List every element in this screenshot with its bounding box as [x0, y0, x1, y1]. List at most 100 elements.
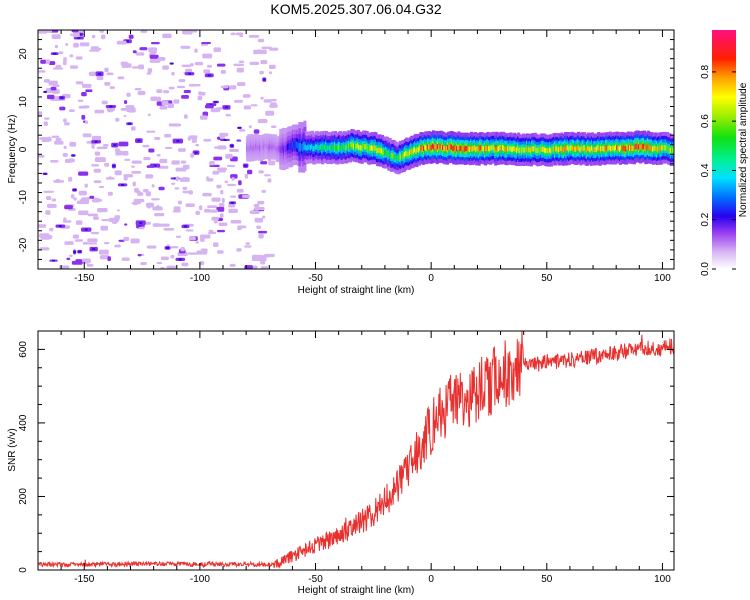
noise-cell — [263, 99, 272, 103]
noise-cell — [270, 102, 277, 107]
noise-cell — [65, 42, 69, 46]
noise-cell — [171, 160, 180, 165]
noise-cell — [77, 99, 84, 102]
noise-cell — [150, 96, 158, 102]
noise-cell — [89, 195, 95, 199]
noise-cell — [145, 191, 152, 197]
noise-cell — [236, 188, 244, 193]
noise-cell — [94, 157, 106, 162]
noise-cell — [253, 204, 260, 207]
noise-cell — [116, 209, 120, 212]
noise-cell-core — [77, 36, 81, 39]
noise-cell-core — [194, 151, 198, 154]
noise-cell — [63, 118, 67, 123]
noise-cell — [55, 64, 62, 69]
noise-cell-core — [153, 164, 157, 167]
noise-cell — [115, 117, 120, 122]
noise-cell — [150, 42, 160, 45]
noise-cell — [69, 141, 77, 147]
noise-cell — [230, 195, 237, 198]
noise-cell — [251, 256, 262, 262]
noise-cell — [268, 64, 276, 70]
noise-cell — [87, 213, 99, 217]
noise-cell-core — [214, 101, 218, 104]
spectrogram-xtick-label: 50 — [541, 273, 553, 284]
noise-cell — [258, 230, 268, 234]
noise-cell — [143, 157, 151, 161]
snr-xtick-label: 100 — [654, 574, 671, 585]
noise-cell-core — [230, 144, 234, 147]
noise-cell — [265, 110, 275, 116]
noise-cell — [139, 47, 148, 51]
noise-cell — [104, 162, 110, 167]
noise-cell-core — [53, 52, 57, 55]
noise-cell — [78, 190, 87, 196]
noise-cell — [145, 202, 154, 208]
noise-cell — [101, 218, 111, 222]
noise-cell — [70, 194, 75, 199]
noise-cell — [78, 210, 89, 216]
noise-cell — [130, 126, 136, 131]
noise-cell — [97, 207, 108, 213]
noise-cell — [239, 34, 244, 38]
noise-cell — [63, 217, 67, 223]
noise-cell — [185, 229, 194, 232]
noise-cell — [59, 106, 66, 111]
noise-cell-core — [121, 183, 125, 186]
spectrogram-ytick-label: 10 — [18, 96, 29, 108]
noise-cell-core — [43, 90, 47, 93]
noise-cell — [92, 197, 100, 203]
noise-cell — [188, 135, 198, 140]
noise-cell — [137, 192, 144, 196]
noise-cell — [158, 186, 165, 191]
noise-cell — [151, 184, 155, 188]
noise-cell-core — [71, 154, 75, 157]
noise-cell — [38, 224, 47, 228]
noise-cell — [203, 138, 212, 142]
noise-cell — [257, 200, 265, 205]
noise-cell — [121, 63, 132, 68]
noise-cell — [243, 105, 252, 110]
noise-cell-core — [78, 250, 82, 253]
noise-cell — [191, 138, 197, 143]
noise-cell — [187, 252, 199, 255]
noise-cell-core — [166, 246, 170, 249]
noise-cell — [185, 203, 195, 207]
noise-cell — [75, 259, 83, 264]
noise-cell — [260, 59, 268, 65]
noise-cell — [227, 183, 234, 187]
noise-cell — [43, 79, 51, 83]
noise-cell — [205, 176, 210, 179]
noise-cell — [159, 223, 170, 227]
noise-cell — [115, 148, 120, 153]
noise-cell — [195, 210, 200, 216]
noise-cell — [268, 71, 273, 75]
noise-cell — [62, 60, 67, 66]
noise-cell — [124, 223, 128, 226]
noise-cell — [244, 245, 252, 248]
noise-cell — [218, 168, 226, 173]
noise-cell — [142, 144, 150, 148]
noise-cell — [166, 265, 177, 269]
noise-cell — [233, 63, 245, 67]
spectrogram-frame — [37, 29, 675, 270]
noise-cell — [81, 114, 86, 120]
noise-cell — [217, 145, 227, 150]
noise-cell — [123, 174, 134, 178]
noise-cell — [258, 170, 264, 174]
noise-cell — [209, 209, 219, 213]
noise-cell — [185, 68, 193, 74]
noise-cell — [131, 160, 142, 164]
noise-cell — [88, 71, 96, 76]
noise-cell — [91, 135, 102, 141]
noise-cell — [207, 205, 218, 208]
noise-cell — [179, 177, 190, 182]
noise-cell — [86, 263, 94, 267]
spectrogram-xtick-label: 0 — [428, 273, 434, 284]
noise-cell — [75, 56, 83, 60]
noise-cell — [98, 186, 105, 189]
noise-cell — [118, 239, 125, 242]
noise-cell — [198, 91, 202, 95]
noise-cell — [48, 61, 56, 66]
noise-cell — [104, 67, 109, 73]
